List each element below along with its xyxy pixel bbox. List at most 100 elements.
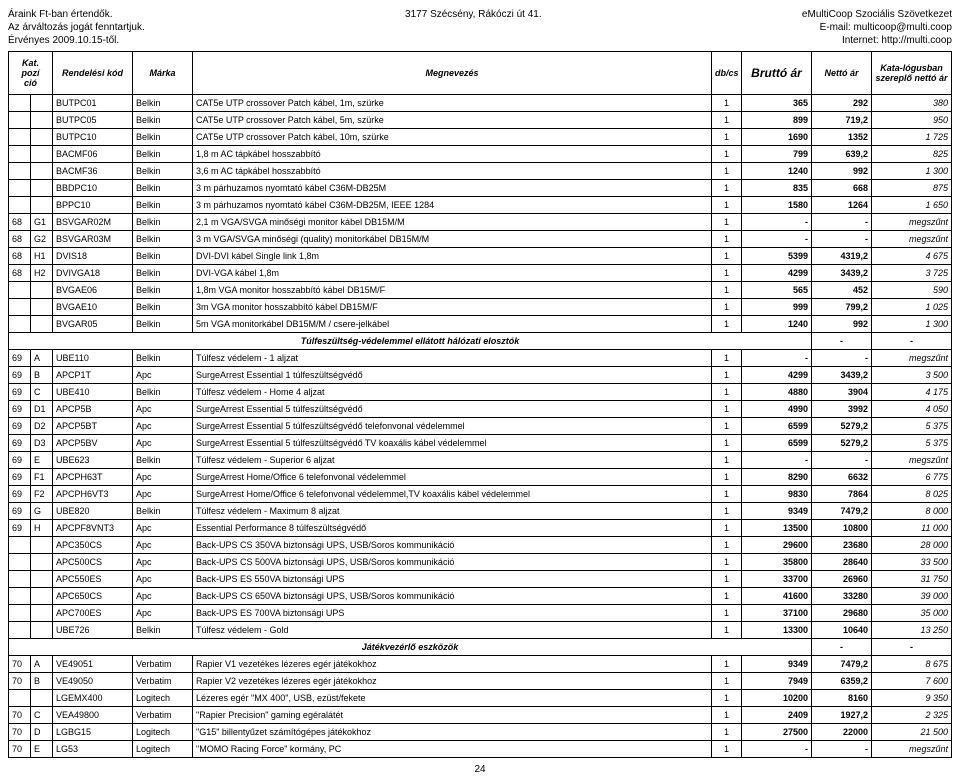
cell-brutto: 8290 xyxy=(742,469,812,486)
cell-kata: 33 500 xyxy=(872,554,952,571)
cell-pozi xyxy=(31,690,53,707)
cell-kata: 1 725 xyxy=(872,129,952,146)
cell-pozi: D xyxy=(31,724,53,741)
cell-dbcs: 1 xyxy=(712,435,742,452)
cell-dbcs: 1 xyxy=(712,350,742,367)
header-left: Áraink Ft-ban értendők. Az árváltozás jo… xyxy=(8,8,145,47)
cell-megn: 3,6 m AC tápkábel hosszabbító xyxy=(193,163,712,180)
cell-kata: 39 000 xyxy=(872,588,952,605)
table-row: 68G1BSVGAR02MBelkin2,1 m VGA/SVGA minősé… xyxy=(9,214,952,231)
cell-megn: SurgeArrest Essential 5 túlfeszültségvéd… xyxy=(193,435,712,452)
cell-brutto: 5399 xyxy=(742,248,812,265)
cell-rend: BVGAE10 xyxy=(53,299,133,316)
th-rend: Rendelési kód xyxy=(53,52,133,95)
cell-netto: 639,2 xyxy=(812,146,872,163)
cell-kat: 70 xyxy=(9,656,31,673)
cell-dbcs: 1 xyxy=(712,180,742,197)
cell-marka: Apc xyxy=(133,367,193,384)
cell-brutto: 4880 xyxy=(742,384,812,401)
cell-marka: Apc xyxy=(133,469,193,486)
cell-netto: 1264 xyxy=(812,197,872,214)
cell-netto: 5279,2 xyxy=(812,435,872,452)
cell-brutto: 6599 xyxy=(742,435,812,452)
cell-dbcs: 1 xyxy=(712,571,742,588)
cell-dbcs: 1 xyxy=(712,418,742,435)
table-row: APC650CSApcBack-UPS CS 650VA biztonsági … xyxy=(9,588,952,605)
cell-megn: Túlfesz védelem - Home 4 aljzat xyxy=(193,384,712,401)
cell-pozi xyxy=(31,588,53,605)
cell-pozi: B xyxy=(31,367,53,384)
table-row: 69D2APCP5BTApcSurgeArrest Essential 5 tú… xyxy=(9,418,952,435)
cell-netto: 6632 xyxy=(812,469,872,486)
cell-pozi xyxy=(31,282,53,299)
cell-brutto: 999 xyxy=(742,299,812,316)
cell-kata: 35 000 xyxy=(872,605,952,622)
cell-marka: Belkin xyxy=(133,282,193,299)
cell-brutto: 35800 xyxy=(742,554,812,571)
cell-brutto: 365 xyxy=(742,95,812,112)
cell-pozi: D1 xyxy=(31,401,53,418)
cell-pozi: G2 xyxy=(31,231,53,248)
cell-brutto: 1240 xyxy=(742,163,812,180)
cell-pozi: E xyxy=(31,741,53,758)
cell-brutto: 899 xyxy=(742,112,812,129)
cell-pozi: G xyxy=(31,503,53,520)
cell-kat xyxy=(9,554,31,571)
table-row: 69F2APCPH6VT3ApcSurgeArrest Home/Office … xyxy=(9,486,952,503)
cell-marka: Belkin xyxy=(133,350,193,367)
cell-pozi: C xyxy=(31,707,53,724)
cell-marka: Belkin xyxy=(133,248,193,265)
cell-rend: BVGAE06 xyxy=(53,282,133,299)
table-row: 69EUBE623BelkinTúlfesz védelem - Superio… xyxy=(9,452,952,469)
cell-brutto: - xyxy=(742,350,812,367)
cell-rend: VE49051 xyxy=(53,656,133,673)
cell-dbcs: 1 xyxy=(712,588,742,605)
cell-netto: 1927,2 xyxy=(812,707,872,724)
cell-pozi: A xyxy=(31,350,53,367)
cell-netto: 23680 xyxy=(812,537,872,554)
cell-megn: SurgeArrest Essential 1 túlfeszültségvéd… xyxy=(193,367,712,384)
cell-marka: Apc xyxy=(133,571,193,588)
cell-kata: 1 300 xyxy=(872,163,952,180)
table-row: 70BVE49050VerbatimRapier V2 vezetékes lé… xyxy=(9,673,952,690)
cell-megn: CAT5e UTP crossover Patch kábel, 5m, szü… xyxy=(193,112,712,129)
cell-kat: 70 xyxy=(9,707,31,724)
cell-kat: 69 xyxy=(9,367,31,384)
cell-brutto: 1240 xyxy=(742,316,812,333)
cell-rend: APCP5BT xyxy=(53,418,133,435)
cell-kat: 70 xyxy=(9,724,31,741)
cell-kat xyxy=(9,146,31,163)
cell-kat: 69 xyxy=(9,401,31,418)
cell-kat: 68 xyxy=(9,248,31,265)
cell-kata: 31 750 xyxy=(872,571,952,588)
cell-netto: 292 xyxy=(812,95,872,112)
cell-marka: Belkin xyxy=(133,384,193,401)
cell-kata: 3 725 xyxy=(872,265,952,282)
cell-brutto: 9349 xyxy=(742,656,812,673)
cell-megn: 2,1 m VGA/SVGA minőségi monitor kábel DB… xyxy=(193,214,712,231)
cell-megn: SurgeArrest Home/Office 6 telefonvonal v… xyxy=(193,469,712,486)
cell-brutto: 4299 xyxy=(742,367,812,384)
cell-kata: 380 xyxy=(872,95,952,112)
cell-pozi xyxy=(31,622,53,639)
cell-pozi: H2 xyxy=(31,265,53,282)
cell-kat xyxy=(9,537,31,554)
cell-rend: APCPF8VNT3 xyxy=(53,520,133,537)
cell-kata: 8 675 xyxy=(872,656,952,673)
cell-pozi xyxy=(31,112,53,129)
cell-rend: UBE623 xyxy=(53,452,133,469)
cell-marka: Apc xyxy=(133,537,193,554)
cell-megn: Back-UPS ES 550VA biztonsági UPS xyxy=(193,571,712,588)
table-row: APC700ESApcBack-UPS ES 700VA biztonsági … xyxy=(9,605,952,622)
cell-pozi xyxy=(31,554,53,571)
cell-brutto: 2409 xyxy=(742,707,812,724)
cell-kata: 4 675 xyxy=(872,248,952,265)
table-row: 70AVE49051VerbatimRapier V1 vezetékes lé… xyxy=(9,656,952,673)
cell-marka: Apc xyxy=(133,605,193,622)
cell-pozi: A xyxy=(31,656,53,673)
cell-netto: 6359,2 xyxy=(812,673,872,690)
cell-dbcs: 1 xyxy=(712,384,742,401)
section-title: Játékvezérlő eszközök xyxy=(9,639,812,656)
cell-rend: LGBG15 xyxy=(53,724,133,741)
cell-rend: APC550ES xyxy=(53,571,133,588)
